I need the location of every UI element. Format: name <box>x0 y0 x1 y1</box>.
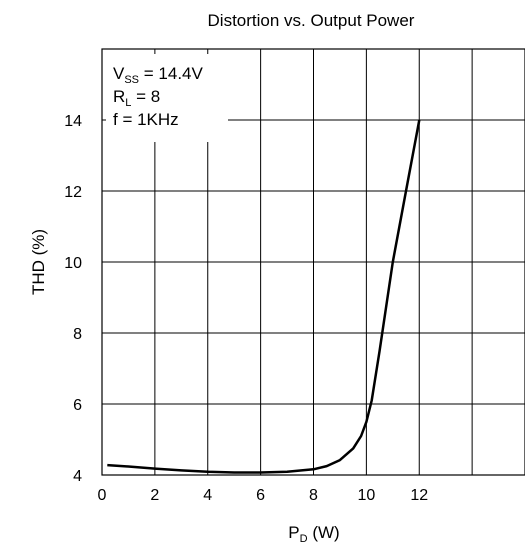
x-axis-ticks: 0 2 4 6 8 10 12 <box>98 487 429 504</box>
x-tick-label: 8 <box>309 487 318 504</box>
x-tick-label: 0 <box>98 487 107 504</box>
annotation-line: RL = 8 <box>113 87 160 109</box>
y-tick-label: 10 <box>64 255 82 272</box>
x-tick-label: 4 <box>203 487 212 504</box>
y-tick-label: 14 <box>64 113 82 130</box>
x-axis-label: PD (W) <box>288 523 339 545</box>
y-tick-label: 12 <box>64 184 82 201</box>
y-axis-ticks: 4 6 8 10 12 14 <box>64 113 82 485</box>
chart-title: Distortion vs. Output Power <box>208 11 415 30</box>
annotation-line: f = 1KHz <box>113 110 179 129</box>
plot-area-border <box>101 48 525 476</box>
x-tick-label: 10 <box>357 487 375 504</box>
x-tick-label: 2 <box>150 487 159 504</box>
y-axis-label: THD (%) <box>29 229 48 295</box>
y-tick-label: 8 <box>73 326 82 343</box>
thd-curve <box>107 119 421 474</box>
y-tick-label: 6 <box>73 397 82 414</box>
y-tick-label: 4 <box>73 468 82 485</box>
annotation-box <box>106 54 228 142</box>
annotation-line: VSS = 14.4V <box>113 64 203 86</box>
x-tick-label: 6 <box>256 487 265 504</box>
x-tick-label: 12 <box>410 487 428 504</box>
